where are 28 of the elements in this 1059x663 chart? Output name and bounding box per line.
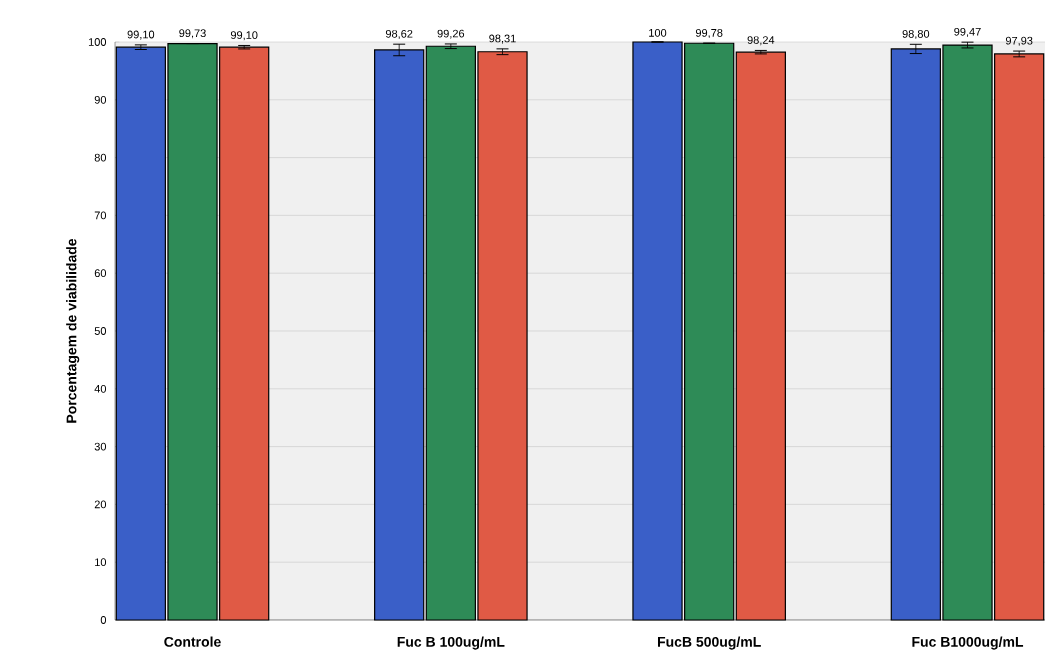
x-tick-label: Fuc B 100ug/mL bbox=[397, 636, 505, 650]
x-tick-label: FucB 500ug/mL bbox=[657, 636, 761, 650]
y-tick-label: 40 bbox=[94, 384, 107, 393]
data-label: 99,47 bbox=[954, 27, 981, 37]
data-label: 98,62 bbox=[385, 29, 413, 39]
data-label: 99,26 bbox=[437, 29, 465, 39]
data-label: 98,24 bbox=[747, 36, 775, 46]
y-tick-label: 50 bbox=[94, 327, 107, 335]
data-label: 97,93 bbox=[1005, 36, 1033, 46]
y-tick-label: 30 bbox=[94, 442, 107, 451]
data-label: 98,31 bbox=[489, 34, 516, 44]
y-tick-label: 100 bbox=[88, 38, 107, 46]
data-label: 98,80 bbox=[902, 30, 930, 40]
x-tick-label: Fuc B1000ug/mL bbox=[912, 636, 1024, 650]
y-tick-label: 60 bbox=[94, 269, 107, 278]
data-label: 99,10 bbox=[230, 31, 258, 41]
data-label: 100 bbox=[649, 29, 667, 37]
y-tick-label: 80 bbox=[94, 153, 107, 162]
y-tick-label: 0 bbox=[100, 616, 107, 624]
x-tick-label: Controle bbox=[164, 636, 221, 647]
data-label: 99,73 bbox=[179, 29, 206, 39]
data-label: 99,10 bbox=[127, 30, 155, 40]
y-tick-label: 90 bbox=[94, 95, 107, 104]
y-tick-label: 10 bbox=[95, 558, 107, 567]
y-tick-label: 70 bbox=[94, 211, 107, 220]
data-label: 99,78 bbox=[695, 28, 723, 39]
y-tick-label: 20 bbox=[94, 500, 107, 509]
y-axis-title: Porcentagem de viabilidade bbox=[66, 238, 80, 423]
